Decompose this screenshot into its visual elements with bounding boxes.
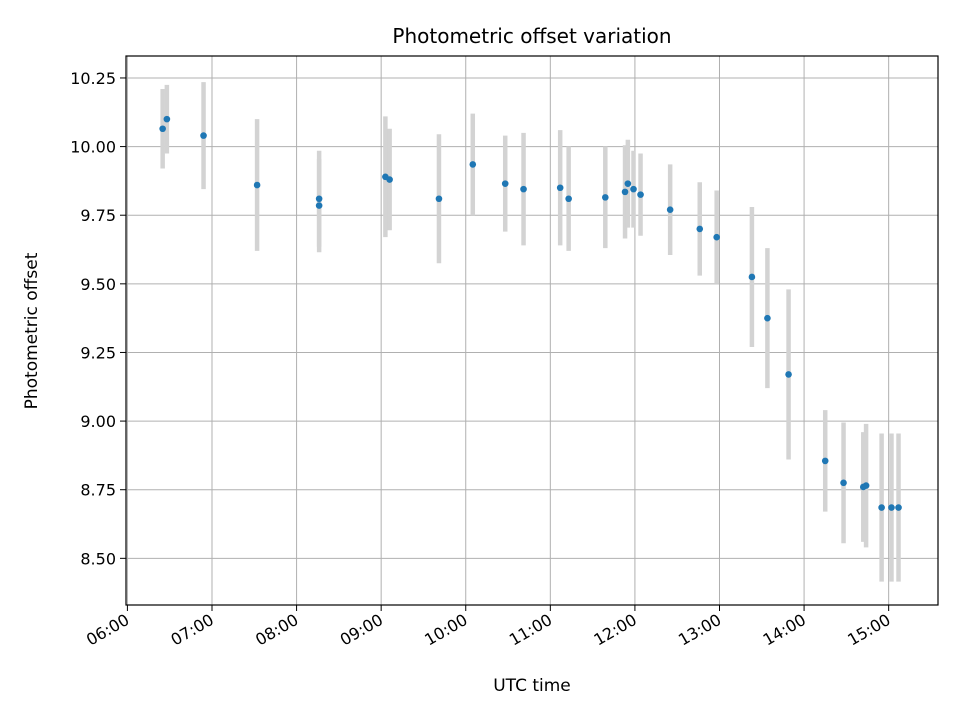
- plot-frame: [125, 55, 939, 606]
- data-point: [630, 185, 637, 193]
- data-point: [556, 184, 564, 192]
- data-point: [386, 176, 393, 183]
- y-axis-label: Photometric offset: [22, 252, 42, 409]
- data-point: [315, 195, 323, 203]
- data-point: [696, 225, 704, 233]
- data-point: [821, 457, 829, 465]
- data-point: [315, 202, 323, 209]
- data-point: [621, 188, 629, 196]
- data-point: [713, 233, 720, 241]
- data-points: [159, 115, 902, 511]
- y-tick-label: 9.50: [80, 275, 116, 294]
- y-tick-label: 9.00: [80, 412, 116, 431]
- data-point: [637, 191, 644, 198]
- data-point: [159, 125, 166, 133]
- y-tick-label: 9.75: [80, 206, 116, 225]
- data-point: [565, 195, 572, 203]
- data-point: [878, 504, 885, 511]
- data-point: [862, 482, 870, 489]
- data-point: [435, 195, 443, 203]
- y-tick-label: 8.50: [80, 549, 116, 568]
- x-axis-label: UTC time: [493, 676, 571, 696]
- data-point: [253, 181, 261, 189]
- data-point: [785, 371, 792, 378]
- data-point: [895, 504, 902, 511]
- y-tick-label: 10.00: [70, 138, 116, 157]
- data-point: [200, 132, 207, 139]
- data-point: [163, 115, 171, 123]
- y-tick-label: 9.25: [80, 343, 116, 362]
- data-point: [888, 504, 895, 511]
- y-axis-ticks: 8.50 8.75 9.00 9.25 9.50 9.75 10.00 10.25: [70, 69, 126, 568]
- chart-title: Photometric offset variation: [392, 24, 671, 48]
- data-point: [764, 314, 771, 322]
- data-point: [602, 194, 609, 201]
- data-point: [624, 180, 632, 187]
- y-tick-label: 10.25: [70, 69, 116, 88]
- data-point: [520, 185, 527, 193]
- data-point: [469, 161, 477, 168]
- y-tick-label: 8.75: [80, 481, 116, 500]
- data-point: [748, 273, 756, 281]
- data-point: [840, 479, 847, 487]
- data-point: [666, 206, 674, 214]
- grid: [126, 56, 938, 605]
- data-point: [501, 180, 509, 187]
